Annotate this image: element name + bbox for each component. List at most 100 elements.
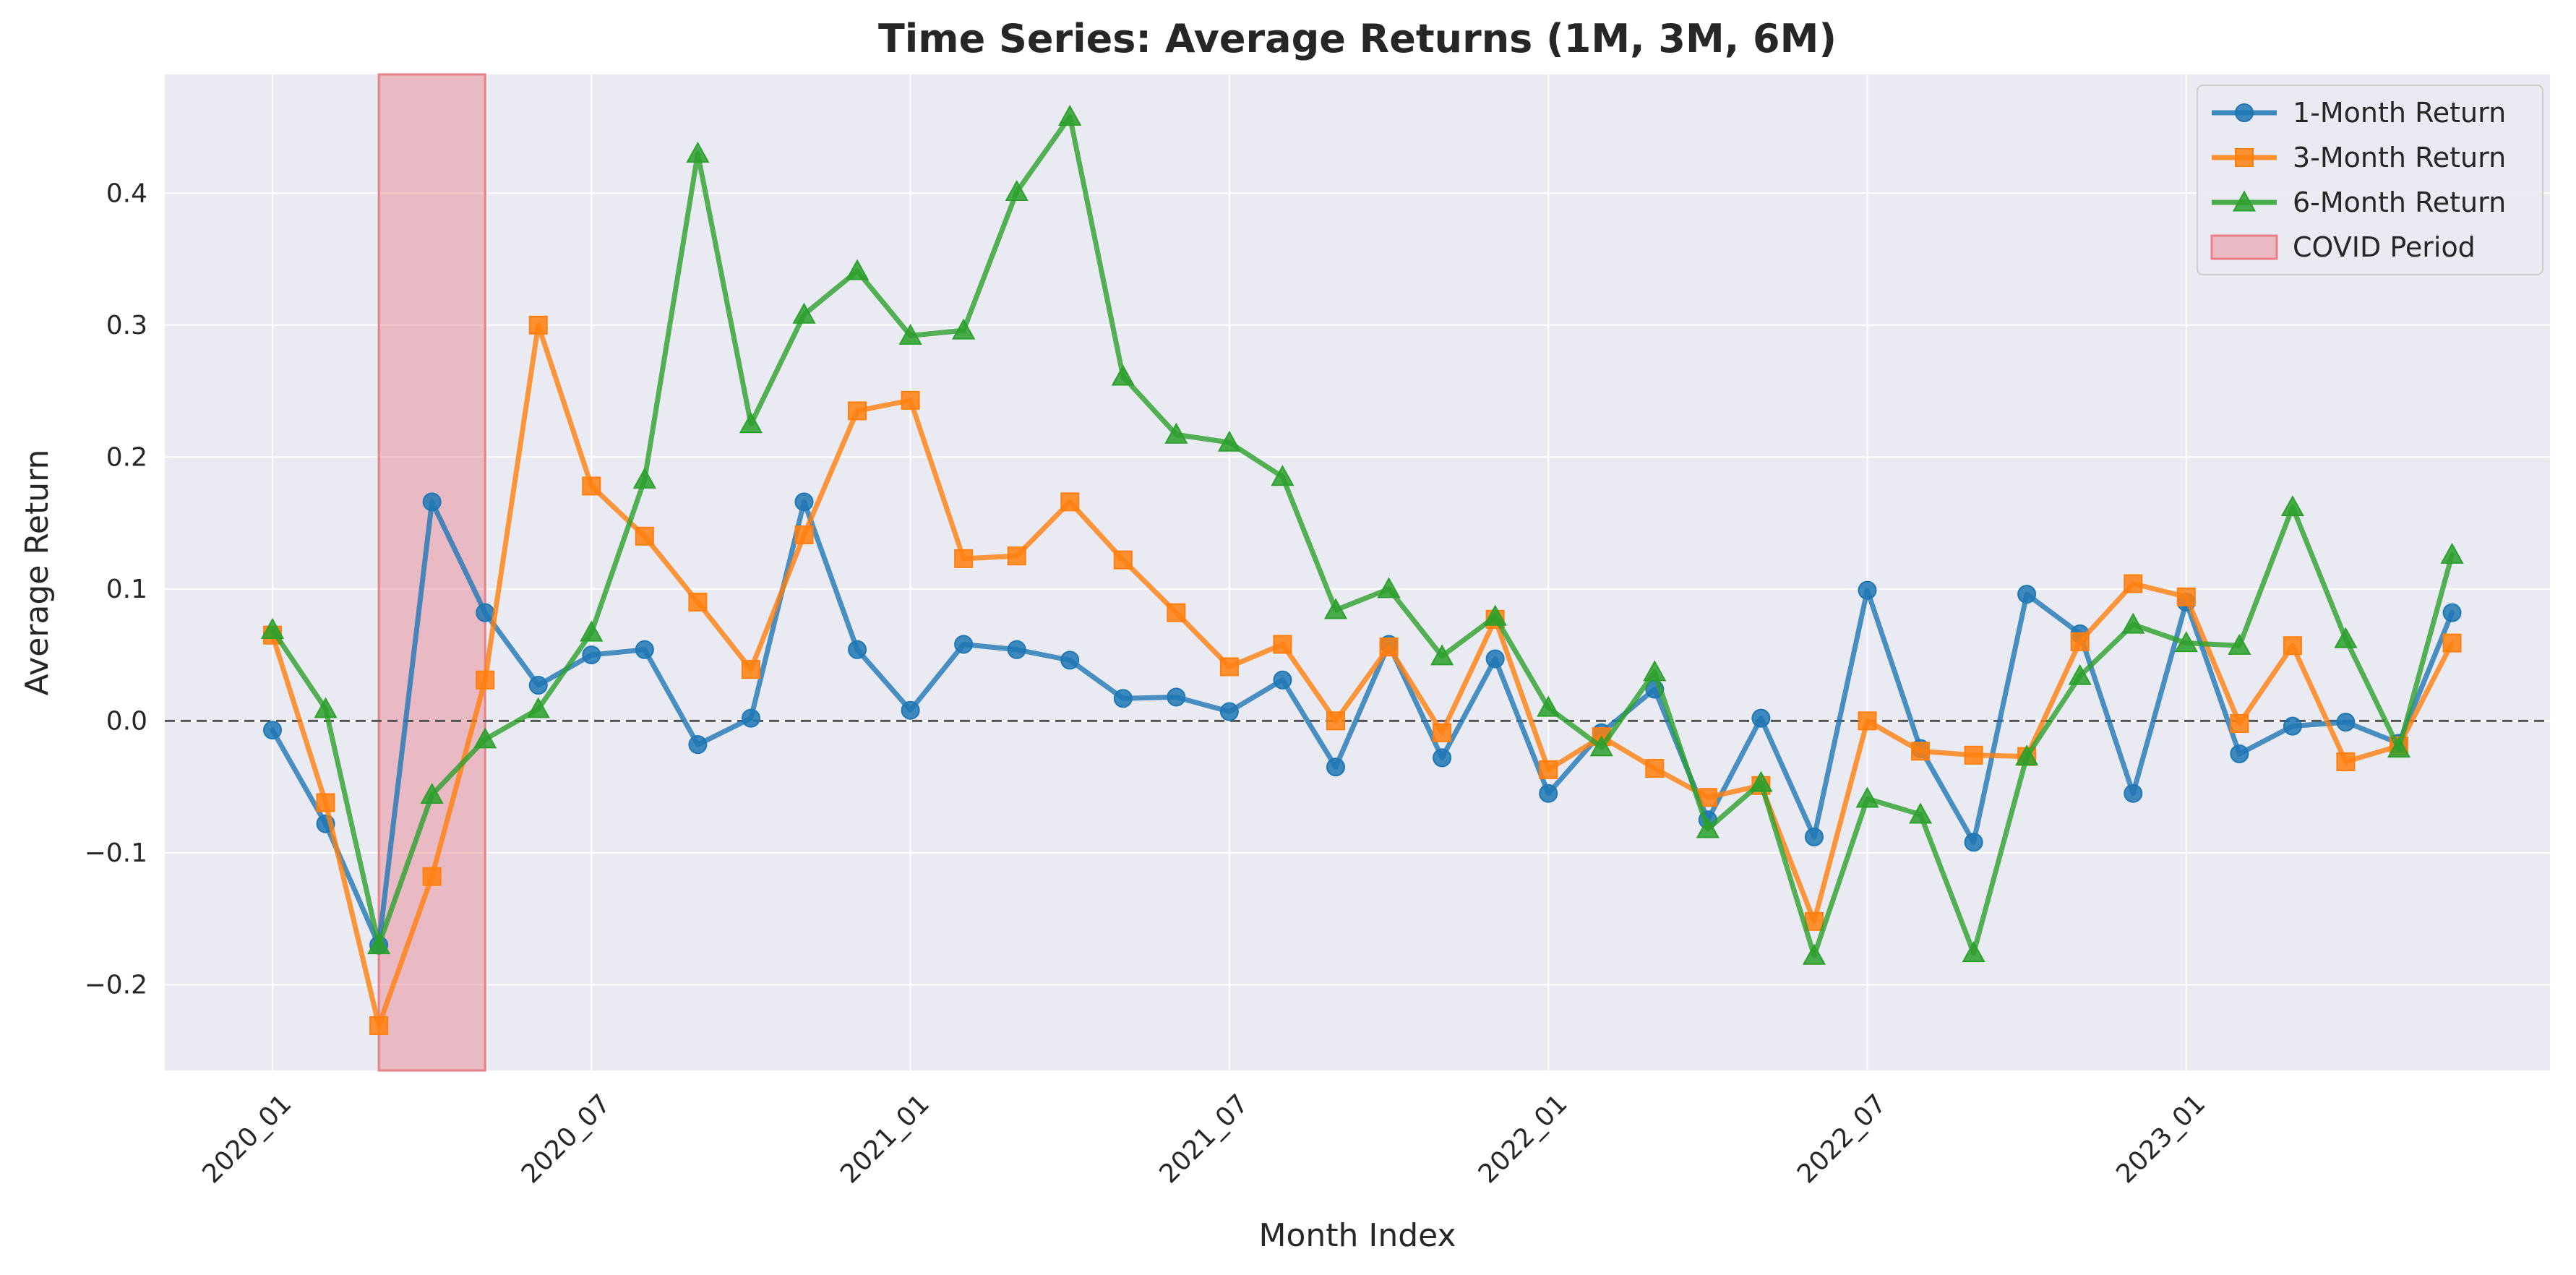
data-point (1964, 745, 1983, 765)
data-point (2336, 752, 2356, 771)
y-tick-label: 0.4 (106, 179, 147, 208)
y-tick-label: −0.1 (85, 838, 147, 868)
data-point (1113, 550, 1133, 570)
data-point (1113, 689, 1133, 708)
data-point (688, 735, 708, 755)
data-point (635, 640, 654, 659)
data-point (1858, 580, 1877, 600)
data-point (2387, 737, 2411, 758)
data-point (1485, 649, 1505, 669)
data-point (367, 933, 391, 955)
x-axis-label: Month Index (1258, 1217, 1456, 1254)
data-point (1589, 735, 1613, 757)
data-point (1273, 635, 1292, 654)
data-point (582, 645, 601, 665)
data-point (316, 793, 335, 812)
data-point (2070, 632, 2090, 651)
data-point (954, 549, 974, 568)
data-point (1167, 687, 1186, 707)
data-point (528, 315, 548, 335)
data-point (526, 697, 550, 718)
data-point (1483, 604, 1507, 626)
series-layer (260, 104, 2464, 1035)
data-point (2124, 574, 2143, 593)
data-point (1643, 660, 1667, 682)
data-point (2068, 664, 2092, 685)
data-point (1326, 711, 1345, 731)
data-point (2015, 744, 2039, 766)
data-point (2176, 587, 2196, 606)
legend-box (2197, 85, 2543, 275)
data-point (2228, 633, 2251, 655)
data-point (1911, 742, 1931, 761)
data-point (1007, 640, 1026, 659)
legend-item: 1-Month Return (2212, 97, 2506, 129)
data-point (794, 492, 814, 512)
data-point (1804, 827, 1824, 846)
data-point (794, 525, 814, 544)
data-point (739, 412, 763, 434)
data-point (2124, 784, 2143, 803)
data-point (2442, 603, 2462, 622)
data-point (2336, 713, 2356, 732)
data-point (898, 323, 922, 345)
plot-area (165, 74, 2550, 1070)
data-point (848, 640, 867, 659)
legend-entries: 1-Month Return 3-Month Return 6-Month Retu… (2210, 97, 2506, 263)
legend-swatch (2210, 234, 2278, 260)
y-tick-label: −0.2 (85, 970, 147, 1000)
data-point (1696, 817, 1720, 838)
data-point (1751, 708, 1771, 728)
data-point (2230, 744, 2249, 763)
legend-marker (2232, 190, 2257, 212)
legend-label: 3-Month Return (2293, 142, 2506, 173)
y-tick-label: 0.2 (106, 442, 147, 472)
data-point (2442, 633, 2462, 653)
data-point (1217, 430, 1241, 452)
data-point (1273, 670, 1292, 690)
data-point (2017, 585, 2037, 604)
legend-item: COVID Period (2210, 231, 2476, 263)
data-point (1539, 784, 1558, 803)
data-point (1964, 833, 1983, 852)
data-point (2440, 542, 2464, 564)
data-point (1433, 748, 1452, 768)
data-point (1908, 802, 1933, 824)
data-point (1111, 364, 1135, 386)
data-point (1060, 492, 1080, 512)
data-point (635, 526, 654, 546)
data-point (420, 783, 444, 804)
y-axis-ticks: −0.2 −0.1 0.0 0.1 0.2 0.3 0.4 (85, 179, 147, 1000)
data-point (1271, 465, 1295, 486)
data-point (1539, 760, 1558, 779)
data-point (2334, 627, 2358, 648)
data-point (1379, 638, 1399, 657)
y-tick-label: 0.3 (106, 311, 147, 340)
data-point (1167, 603, 1186, 622)
legend-item: 6-Month Return (2212, 186, 2506, 218)
data-point (528, 676, 548, 695)
data-point (901, 700, 920, 720)
series-3 (260, 104, 2464, 965)
data-point (2283, 636, 2302, 656)
data-point (1855, 786, 1879, 808)
legend-marker (2235, 103, 2254, 122)
data-point (1645, 759, 1665, 778)
data-point (1058, 104, 1082, 126)
data-point (952, 318, 976, 340)
data-point (1219, 657, 1239, 677)
series-line (270, 113, 2455, 958)
data-point (369, 1016, 389, 1035)
data-point (1007, 546, 1026, 566)
data-point (1749, 770, 1773, 792)
legend-label: 1-Month Return (2293, 97, 2506, 129)
data-point (1005, 179, 1029, 201)
data-point (422, 492, 442, 512)
legend-label: 6-Month Return (2293, 186, 2506, 218)
data-point (2174, 631, 2198, 653)
data-point (1804, 911, 1824, 931)
data-point (688, 593, 708, 612)
data-point (260, 617, 285, 639)
y-tick-label: 0.1 (106, 575, 147, 604)
